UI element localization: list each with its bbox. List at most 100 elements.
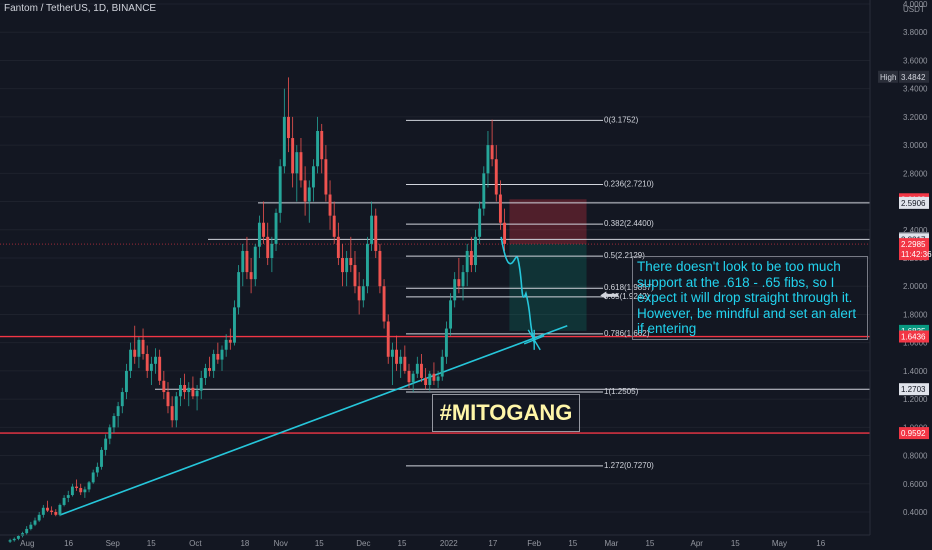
candle-body <box>257 222 261 247</box>
candle-body <box>278 166 282 213</box>
candle <box>287 77 290 153</box>
annotation-note[interactable]: There doesn't look to be too much suppor… <box>632 256 868 340</box>
candle <box>361 279 365 308</box>
candle <box>353 250 357 294</box>
candle-body <box>291 138 295 174</box>
x-tick-label: Oct <box>189 539 202 548</box>
projection-drawing <box>500 236 619 351</box>
candle-body <box>432 373 436 381</box>
candle <box>137 337 141 369</box>
fib-label: 0.5(2.2129) <box>604 251 645 260</box>
candle <box>220 345 224 371</box>
candle <box>257 215 261 258</box>
candle <box>212 349 216 378</box>
candle <box>374 208 378 258</box>
candle-body <box>233 307 236 343</box>
candle <box>95 462 99 477</box>
candle <box>216 342 220 364</box>
candle <box>29 521 33 531</box>
candle <box>104 434 108 456</box>
candle <box>124 363 128 400</box>
candle <box>170 396 174 428</box>
candle <box>154 348 157 374</box>
candle <box>133 325 137 364</box>
fib-label: 0.236(2.7210) <box>604 179 654 188</box>
candle <box>174 392 178 428</box>
candle <box>378 243 382 294</box>
candle <box>282 88 286 174</box>
x-tick-label: Nov <box>274 539 288 548</box>
candle <box>224 334 228 357</box>
candle-body <box>399 356 403 364</box>
candle <box>449 293 453 336</box>
fib-label: 0.382(2.4400) <box>604 219 654 228</box>
support-trendline <box>60 324 568 516</box>
candle-body <box>490 145 494 160</box>
candle <box>424 368 428 390</box>
candle-body <box>436 376 440 381</box>
candle <box>440 349 444 381</box>
chart-grid <box>0 3 870 513</box>
price-label: 2.5906 <box>901 199 926 208</box>
candle <box>332 201 336 244</box>
candle <box>149 356 153 385</box>
candle-body <box>241 250 245 273</box>
candle-body <box>174 396 178 421</box>
candle <box>195 385 199 411</box>
candle <box>474 229 477 273</box>
candle-body <box>444 328 448 357</box>
candle-body <box>116 406 120 417</box>
candle-body <box>203 368 207 378</box>
trendline <box>60 324 568 516</box>
candle-body <box>137 339 141 357</box>
candle-body <box>33 520 37 525</box>
candle <box>116 401 120 428</box>
candle-body <box>336 236 340 258</box>
candle-body <box>141 339 145 354</box>
candle-body <box>66 495 70 498</box>
candle <box>141 328 145 360</box>
candle-body <box>498 194 502 223</box>
candle-body <box>58 504 62 515</box>
candle <box>278 159 282 223</box>
y-tick-label: 2.0000 <box>903 282 928 291</box>
candle <box>349 236 353 273</box>
y-tick-label: 2.8000 <box>903 169 928 178</box>
candle-body <box>440 356 444 377</box>
candle-body <box>365 243 369 287</box>
candle-body <box>262 222 266 237</box>
candle <box>66 490 70 503</box>
candle-body <box>228 339 232 343</box>
candle <box>158 349 162 385</box>
candle-body <box>266 236 270 258</box>
y-tick-label: 3.4000 <box>903 85 928 94</box>
candle-body <box>503 222 507 244</box>
price-label: 1.2703 <box>901 385 926 394</box>
mitogang-tag[interactable]: #MITOGANG <box>432 394 580 432</box>
candle <box>16 534 20 541</box>
candle-body <box>449 300 453 329</box>
candle-body <box>299 152 303 181</box>
price-label: 1.6436 <box>901 333 926 342</box>
candle <box>295 145 299 202</box>
candle <box>390 342 394 385</box>
candle-body <box>154 356 157 364</box>
candle-body <box>274 212 278 244</box>
candle <box>486 131 490 188</box>
candle <box>303 166 307 216</box>
candle-body <box>245 250 249 273</box>
candle-body <box>457 279 461 287</box>
y-tick-label: 3.8000 <box>903 28 928 37</box>
candle-body <box>183 385 187 393</box>
price-label: 2.2985 <box>901 240 926 249</box>
candle-body <box>494 159 498 195</box>
candle <box>228 328 232 350</box>
price-label-bg <box>899 196 929 209</box>
candle-body <box>50 510 54 512</box>
candle-body <box>424 377 428 385</box>
candle <box>162 370 166 400</box>
candle-body <box>478 208 482 237</box>
high-label-bg <box>878 70 898 83</box>
candle <box>316 116 320 174</box>
